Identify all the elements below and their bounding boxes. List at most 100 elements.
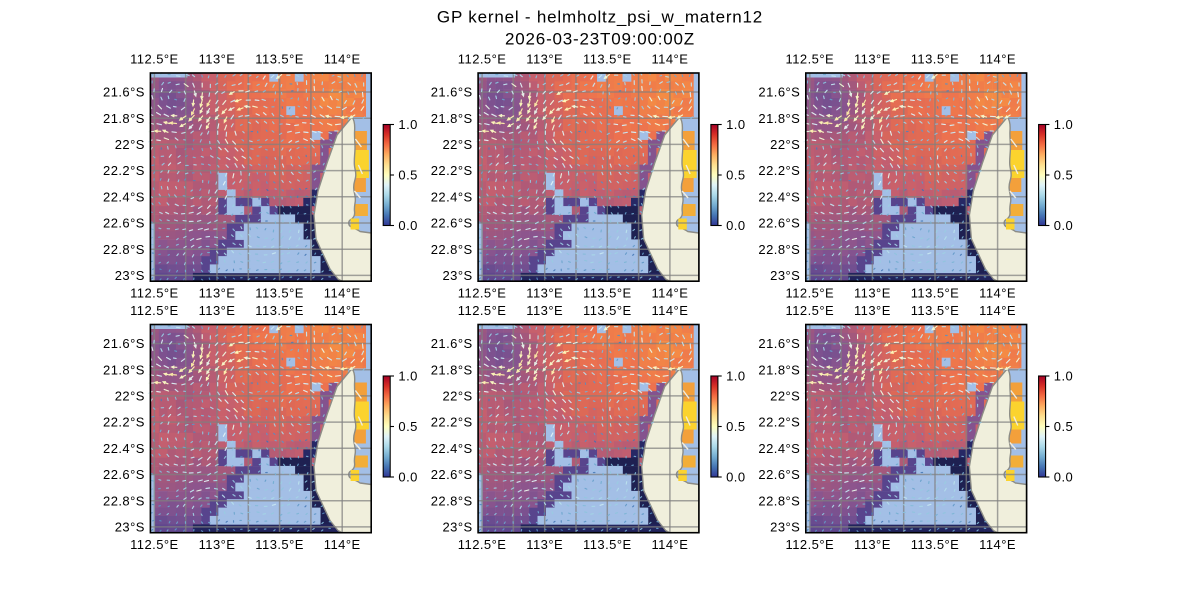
svg-text:21.6°S: 21.6°S: [103, 336, 145, 351]
svg-text:113°E: 113°E: [526, 286, 563, 301]
svg-text:1.0: 1.0: [726, 117, 745, 132]
svg-text:22°S: 22°S: [442, 389, 472, 404]
svg-text:23°S: 23°S: [115, 268, 145, 283]
svg-text:114°E: 114°E: [979, 537, 1016, 552]
svg-text:21.6°S: 21.6°S: [431, 336, 473, 351]
svg-text:21.8°S: 21.8°S: [103, 111, 145, 126]
svg-text:112.5°E: 112.5°E: [130, 303, 179, 318]
svg-text:0.5: 0.5: [1054, 168, 1073, 183]
svg-text:112.5°E: 112.5°E: [130, 537, 179, 552]
svg-text:114°E: 114°E: [979, 286, 1016, 301]
svg-text:113°E: 113°E: [199, 286, 236, 301]
svg-text:22.6°S: 22.6°S: [758, 216, 800, 231]
svg-text:0.5: 0.5: [726, 168, 745, 183]
svg-text:113°E: 113°E: [526, 52, 563, 67]
svg-text:22.8°S: 22.8°S: [103, 242, 145, 257]
svg-text:114°E: 114°E: [324, 286, 361, 301]
svg-text:1.0: 1.0: [398, 117, 417, 132]
svg-text:0.5: 0.5: [1054, 419, 1073, 434]
svg-text:113.5°E: 113.5°E: [583, 303, 632, 318]
svg-text:1.0: 1.0: [1054, 369, 1073, 384]
svg-text:23°S: 23°S: [442, 520, 472, 535]
svg-text:0.0: 0.0: [726, 218, 745, 233]
svg-text:113°E: 113°E: [199, 52, 236, 67]
svg-text:113.5°E: 113.5°E: [583, 286, 632, 301]
svg-text:112.5°E: 112.5°E: [786, 537, 835, 552]
svg-text:22.4°S: 22.4°S: [431, 441, 473, 456]
svg-text:21.6°S: 21.6°S: [758, 336, 800, 351]
svg-text:22.8°S: 22.8°S: [431, 493, 473, 508]
svg-text:113°E: 113°E: [526, 537, 563, 552]
svg-text:GP kernel - helmholtz_psi_w_ma: GP kernel - helmholtz_psi_w_matern12: [437, 8, 763, 27]
svg-text:113.5°E: 113.5°E: [255, 52, 304, 67]
svg-text:22.4°S: 22.4°S: [758, 189, 800, 204]
svg-text:22°S: 22°S: [770, 389, 800, 404]
svg-text:22.2°S: 22.2°S: [431, 163, 473, 178]
svg-text:22.8°S: 22.8°S: [431, 242, 473, 257]
svg-text:112.5°E: 112.5°E: [458, 537, 507, 552]
svg-text:22°S: 22°S: [442, 137, 472, 152]
svg-text:113.5°E: 113.5°E: [255, 537, 304, 552]
svg-text:0.5: 0.5: [398, 168, 417, 183]
svg-text:113.5°E: 113.5°E: [583, 52, 632, 67]
svg-text:22.2°S: 22.2°S: [103, 163, 145, 178]
svg-text:112.5°E: 112.5°E: [130, 52, 179, 67]
svg-text:113°E: 113°E: [854, 537, 891, 552]
svg-text:21.8°S: 21.8°S: [758, 111, 800, 126]
svg-text:112.5°E: 112.5°E: [458, 52, 507, 67]
svg-text:22.2°S: 22.2°S: [431, 415, 473, 430]
svg-text:22.8°S: 22.8°S: [103, 493, 145, 508]
svg-text:22.8°S: 22.8°S: [758, 493, 800, 508]
svg-text:113°E: 113°E: [526, 303, 563, 318]
svg-text:112.5°E: 112.5°E: [786, 303, 835, 318]
svg-text:114°E: 114°E: [979, 303, 1016, 318]
svg-text:22.8°S: 22.8°S: [758, 242, 800, 257]
svg-text:1.0: 1.0: [1054, 117, 1073, 132]
svg-text:21.6°S: 21.6°S: [758, 85, 800, 100]
svg-text:0.0: 0.0: [1054, 470, 1073, 485]
svg-text:22.4°S: 22.4°S: [103, 441, 145, 456]
svg-text:22°S: 22°S: [115, 137, 145, 152]
svg-text:113°E: 113°E: [199, 303, 236, 318]
svg-text:112.5°E: 112.5°E: [458, 286, 507, 301]
svg-text:23°S: 23°S: [442, 268, 472, 283]
svg-text:1.0: 1.0: [398, 369, 417, 384]
svg-text:113°E: 113°E: [854, 52, 891, 67]
svg-text:21.6°S: 21.6°S: [431, 85, 473, 100]
svg-text:21.8°S: 21.8°S: [431, 362, 473, 377]
svg-text:0.0: 0.0: [726, 470, 745, 485]
svg-text:112.5°E: 112.5°E: [786, 52, 835, 67]
svg-text:114°E: 114°E: [651, 286, 688, 301]
svg-text:21.8°S: 21.8°S: [103, 362, 145, 377]
svg-text:23°S: 23°S: [770, 520, 800, 535]
svg-text:113°E: 113°E: [854, 286, 891, 301]
svg-text:114°E: 114°E: [651, 52, 688, 67]
svg-text:21.8°S: 21.8°S: [758, 362, 800, 377]
svg-text:0.5: 0.5: [726, 419, 745, 434]
svg-text:22.2°S: 22.2°S: [758, 163, 800, 178]
svg-text:112.5°E: 112.5°E: [130, 286, 179, 301]
svg-text:2026-03-23T09:00:00Z: 2026-03-23T09:00:00Z: [505, 30, 695, 49]
svg-text:0.0: 0.0: [398, 470, 417, 485]
svg-text:23°S: 23°S: [115, 520, 145, 535]
svg-text:113.5°E: 113.5°E: [911, 52, 960, 67]
svg-text:114°E: 114°E: [651, 303, 688, 318]
svg-text:22.6°S: 22.6°S: [758, 467, 800, 482]
svg-text:0.0: 0.0: [398, 218, 417, 233]
svg-text:0.0: 0.0: [1054, 218, 1073, 233]
svg-text:113°E: 113°E: [854, 303, 891, 318]
svg-text:22.6°S: 22.6°S: [431, 216, 473, 231]
svg-text:22.4°S: 22.4°S: [431, 189, 473, 204]
svg-text:22.4°S: 22.4°S: [103, 189, 145, 204]
svg-text:113.5°E: 113.5°E: [583, 537, 632, 552]
svg-text:22.2°S: 22.2°S: [103, 415, 145, 430]
svg-text:22.6°S: 22.6°S: [103, 467, 145, 482]
svg-text:22.6°S: 22.6°S: [431, 467, 473, 482]
svg-text:114°E: 114°E: [651, 537, 688, 552]
svg-text:22°S: 22°S: [770, 137, 800, 152]
svg-text:114°E: 114°E: [324, 52, 361, 67]
svg-text:114°E: 114°E: [324, 303, 361, 318]
svg-text:1.0: 1.0: [726, 369, 745, 384]
svg-text:21.8°S: 21.8°S: [431, 111, 473, 126]
svg-text:113.5°E: 113.5°E: [255, 303, 304, 318]
